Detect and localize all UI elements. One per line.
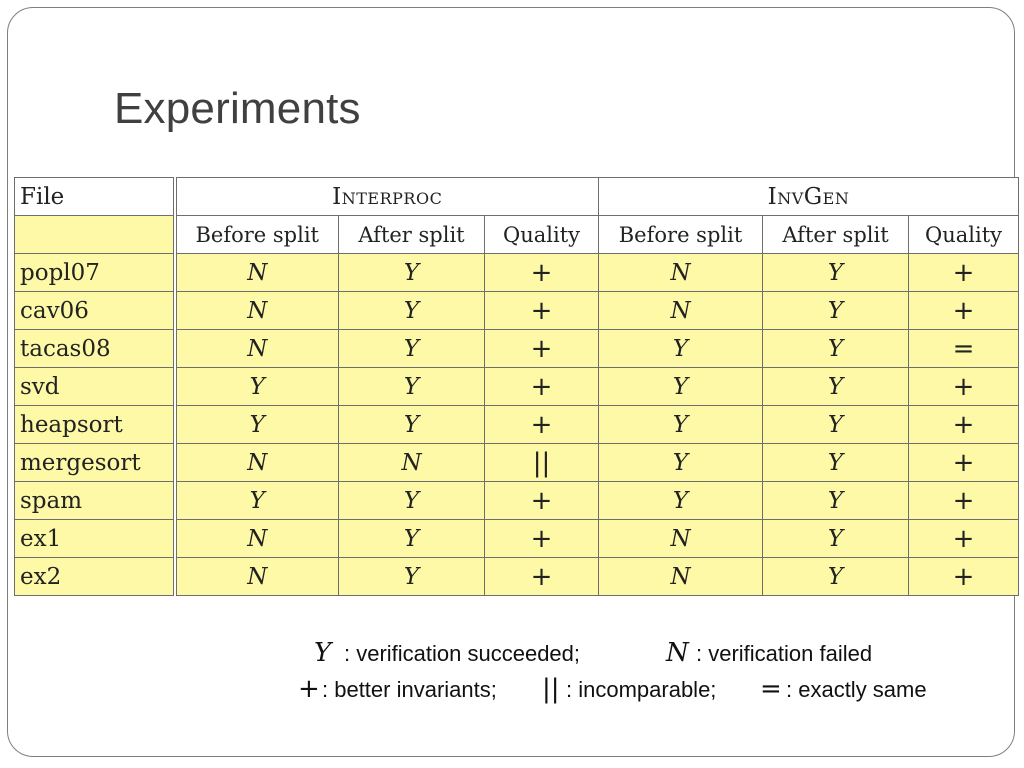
interproc-before-split-cell: N bbox=[174, 519, 339, 558]
interproc-before-split-cell: N bbox=[174, 329, 339, 368]
legend-plus-symbol: + bbox=[298, 674, 320, 704]
invgen-quality-cell: + bbox=[908, 253, 1020, 292]
invgen-after-split-cell: Y bbox=[762, 367, 910, 406]
interproc-quality-cell: + bbox=[483, 291, 600, 330]
interproc-after-split-cell: Y bbox=[338, 367, 485, 406]
table-row: svd Y Y + Y Y + bbox=[14, 367, 1020, 406]
legend-n-symbol: N bbox=[666, 638, 689, 668]
invgen-before-split-cell: Y bbox=[598, 481, 764, 520]
interproc-quality-cell: + bbox=[483, 481, 600, 520]
results-table: File Interproc InvGen Before split After… bbox=[14, 177, 1020, 596]
legend-incomparable-symbol: || bbox=[542, 674, 560, 704]
legend-equal-symbol: = bbox=[760, 674, 782, 704]
interproc-before-split-cell: Y bbox=[174, 481, 339, 520]
interproc-after-split-cell: N bbox=[338, 443, 485, 482]
group-header-interproc: Interproc bbox=[173, 177, 600, 216]
table-row: ex1 N Y + N Y + bbox=[14, 519, 1020, 558]
invgen-after-split-cell: Y bbox=[762, 557, 910, 596]
legend-n-text: : verification failed bbox=[696, 641, 873, 666]
invgen-quality-cell: + bbox=[908, 367, 1020, 406]
invgen-before-split-cell: N bbox=[598, 519, 764, 558]
interproc-after-split-cell: Y bbox=[338, 291, 485, 330]
invgen-quality-cell: + bbox=[908, 405, 1020, 444]
legend-plus-text: : better invariants; bbox=[322, 677, 497, 702]
legend-y-symbol: Y bbox=[314, 638, 332, 668]
invgen-quality-cell: + bbox=[908, 557, 1020, 596]
file-name-cell: cav06 bbox=[14, 291, 177, 330]
invgen-before-split-cell: N bbox=[598, 291, 764, 330]
interproc-after-split-cell: Y bbox=[338, 557, 485, 596]
invgen-after-split-cell: Y bbox=[762, 291, 910, 330]
interproc-quality-cell: + bbox=[483, 253, 600, 292]
file-name-cell: tacas08 bbox=[14, 329, 177, 368]
interproc-after-split-cell: Y bbox=[338, 253, 485, 292]
legend-incomparable-text: : incomparable; bbox=[566, 677, 717, 702]
interproc-quality-cell: + bbox=[483, 367, 600, 406]
interproc-quality-cell: + bbox=[483, 329, 600, 368]
interproc-quality-cell: || bbox=[483, 443, 600, 482]
invgen-before-split-cell: Y bbox=[598, 367, 764, 406]
file-name-cell: ex1 bbox=[14, 519, 177, 558]
subheader-after-split: After split bbox=[762, 215, 910, 254]
invgen-quality-cell: + bbox=[908, 443, 1020, 482]
invgen-before-split-cell: N bbox=[598, 557, 764, 596]
file-name-cell: ex2 bbox=[14, 557, 177, 596]
table-row: ex2 N Y + N Y + bbox=[14, 557, 1020, 596]
interproc-before-split-cell: Y bbox=[174, 367, 339, 406]
invgen-after-split-cell: Y bbox=[762, 443, 910, 482]
subheader-row: Before split After split Quality Before … bbox=[14, 215, 1020, 254]
interproc-after-split-cell: Y bbox=[338, 481, 485, 520]
group-header-row: File Interproc InvGen bbox=[14, 177, 1020, 216]
group-header-invgen: InvGen bbox=[598, 177, 1020, 216]
table-row: popl07 N Y + N Y + bbox=[14, 253, 1020, 292]
invgen-after-split-cell: Y bbox=[762, 481, 910, 520]
interproc-before-split-cell: N bbox=[174, 291, 339, 330]
invgen-before-split-cell: Y bbox=[598, 329, 764, 368]
invgen-after-split-cell: Y bbox=[762, 519, 910, 558]
interproc-after-split-cell: Y bbox=[338, 329, 485, 368]
file-name-cell: mergesort bbox=[14, 443, 177, 482]
interproc-before-split-cell: N bbox=[174, 253, 339, 292]
subheader-before-split: Before split bbox=[598, 215, 764, 254]
subheader-after-split: After split bbox=[338, 215, 485, 254]
invgen-quality-cell: + bbox=[908, 291, 1020, 330]
file-column-header: File bbox=[14, 177, 177, 216]
slide-title: Experiments bbox=[114, 84, 361, 133]
file-name-cell: spam bbox=[14, 481, 177, 520]
invgen-quality-cell: + bbox=[908, 481, 1020, 520]
file-name-cell: svd bbox=[14, 367, 177, 406]
interproc-quality-cell: + bbox=[483, 557, 600, 596]
invgen-quality-cell: = bbox=[908, 329, 1020, 368]
table-row: mergesort N N || Y Y + bbox=[14, 443, 1020, 482]
interproc-before-split-cell: N bbox=[174, 557, 339, 596]
subheader-quality: Quality bbox=[908, 215, 1020, 254]
invgen-before-split-cell: N bbox=[598, 253, 764, 292]
interproc-quality-cell: + bbox=[483, 405, 600, 444]
table-row: heapsort Y Y + Y Y + bbox=[14, 405, 1020, 444]
legend-y-text: : verification succeeded; bbox=[344, 641, 581, 666]
subheader-before-split: Before split bbox=[174, 215, 339, 254]
table-row: spam Y Y + Y Y + bbox=[14, 481, 1020, 520]
invgen-after-split-cell: Y bbox=[762, 329, 910, 368]
invgen-after-split-cell: Y bbox=[762, 405, 910, 444]
subheader-quality: Quality bbox=[483, 215, 600, 254]
invgen-before-split-cell: Y bbox=[598, 405, 764, 444]
invgen-quality-cell: + bbox=[908, 519, 1020, 558]
file-name-cell: heapsort bbox=[14, 405, 177, 444]
invgen-before-split-cell: Y bbox=[598, 443, 764, 482]
interproc-after-split-cell: Y bbox=[338, 519, 485, 558]
table-row: cav06 N Y + N Y + bbox=[14, 291, 1020, 330]
interproc-quality-cell: + bbox=[483, 519, 600, 558]
interproc-after-split-cell: Y bbox=[338, 405, 485, 444]
table-row: tacas08 N Y + Y Y = bbox=[14, 329, 1020, 368]
file-name-cell: popl07 bbox=[14, 253, 177, 292]
legend-equal-text: : exactly same bbox=[786, 677, 927, 702]
file-subheader-empty bbox=[14, 215, 177, 254]
interproc-before-split-cell: N bbox=[174, 443, 339, 482]
interproc-before-split-cell: Y bbox=[174, 405, 339, 444]
invgen-after-split-cell: Y bbox=[762, 253, 910, 292]
